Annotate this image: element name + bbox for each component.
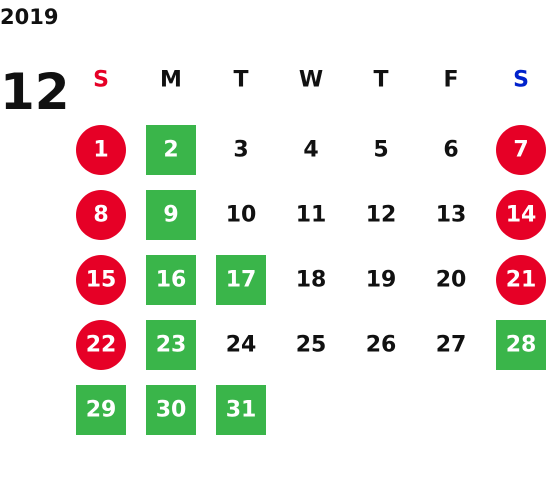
highlight-square [146, 255, 196, 305]
day-number: 1 [93, 138, 108, 163]
day-number: 29 [86, 398, 117, 423]
highlight-square [496, 320, 546, 370]
year: 2019 [0, 5, 58, 29]
day-number: 16 [156, 268, 187, 293]
day-number: 19 [366, 268, 397, 293]
day-number: 10 [226, 203, 257, 228]
day-number: 11 [296, 203, 327, 228]
day-number: 17 [226, 268, 257, 293]
holiday-circle [76, 320, 126, 370]
holiday-circle [76, 125, 126, 175]
day-number: 4 [303, 138, 318, 163]
highlight-square [146, 320, 196, 370]
day-number: 26 [366, 333, 397, 358]
day-number: 5 [373, 138, 388, 163]
day-number: 21 [506, 268, 537, 293]
weekday-label: T [233, 68, 248, 93]
holiday-circle [76, 190, 126, 240]
day-number: 3 [233, 138, 248, 163]
day-number: 27 [436, 333, 467, 358]
day-number: 20 [436, 268, 467, 293]
weekday-label: F [443, 68, 458, 93]
holiday-circle [496, 255, 546, 305]
highlight-square [146, 190, 196, 240]
day-number: 2 [163, 138, 178, 163]
holiday-circle [496, 125, 546, 175]
weekday-label: S [513, 68, 529, 93]
day-number: 24 [226, 333, 257, 358]
highlight-square [216, 385, 266, 435]
day-number: 7 [513, 138, 528, 163]
holiday-circle [76, 255, 126, 305]
weekday-label: W [299, 68, 323, 93]
day-number: 31 [226, 398, 257, 423]
day-number: 28 [506, 333, 537, 358]
day-number: 8 [93, 203, 108, 228]
day-number: 18 [296, 268, 327, 293]
day-number: 23 [156, 333, 187, 358]
holiday-circle [496, 190, 546, 240]
highlight-square [146, 385, 196, 435]
day-number: 14 [506, 203, 537, 228]
weekday-label: S [93, 68, 109, 93]
day-number: 9 [163, 203, 178, 228]
highlight-square [216, 255, 266, 305]
highlight-square [76, 385, 126, 435]
weekday-label: T [373, 68, 388, 93]
day-number: 15 [86, 268, 117, 293]
day-number: 30 [156, 398, 187, 423]
weekday-label: M [160, 68, 182, 93]
day-number: 6 [443, 138, 458, 163]
month: 12 [0, 63, 70, 121]
day-number: 22 [86, 333, 117, 358]
day-number: 13 [436, 203, 467, 228]
day-number: 12 [366, 203, 397, 228]
day-number: 25 [296, 333, 327, 358]
highlight-square [146, 125, 196, 175]
